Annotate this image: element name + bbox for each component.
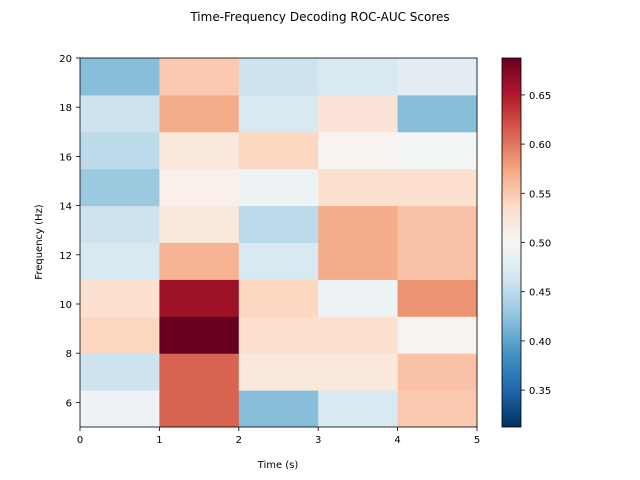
heatmap-cell <box>318 168 399 207</box>
heatmap-cell <box>159 131 240 170</box>
heatmap-cell <box>238 353 319 391</box>
heatmap-cell <box>238 279 319 317</box>
x-tick-label: 0 <box>77 435 83 446</box>
x-tick-label: 3 <box>315 435 321 446</box>
heatmap-cell <box>80 168 160 207</box>
x-axis: 0 1 2 3 4 5 <box>77 427 480 446</box>
heatmap-cell <box>397 58 478 96</box>
heatmap-cell <box>397 242 478 280</box>
x-tick-label: 1 <box>156 435 162 446</box>
heatmap-cell <box>318 94 399 133</box>
colorbar-tick-label: 0.55 <box>529 189 551 200</box>
heatmap-cell <box>159 94 240 133</box>
y-axis-label: Frequency (Hz) <box>34 204 45 280</box>
heatmap-cell <box>80 316 160 354</box>
colorbar-gradient <box>501 57 522 428</box>
heatmap-cell <box>80 242 160 280</box>
heatmap-cell <box>159 205 240 243</box>
heatmap-cell <box>80 94 160 133</box>
heatmap-cell <box>159 242 240 280</box>
x-axis-label: Time (s) <box>257 460 299 471</box>
x-tick-label: 5 <box>474 435 480 446</box>
y-axis: 6 8 10 12 14 16 18 20 <box>59 54 80 409</box>
y-tick-label: 14 <box>59 202 72 213</box>
y-tick-label: 20 <box>59 54 72 65</box>
colorbar-tick-label: 0.40 <box>529 337 551 348</box>
heatmap-cell <box>318 58 399 96</box>
heatmap-cell <box>80 390 160 428</box>
colorbar-tick-label: 0.45 <box>529 288 551 299</box>
heatmap-cell <box>80 279 160 317</box>
colorbar-tick-label: 0.65 <box>529 91 551 102</box>
heatmap-cell <box>238 390 319 428</box>
heatmap-cell <box>159 58 240 96</box>
plot-frame <box>79 57 478 428</box>
heatmap-cell <box>159 316 240 354</box>
heatmap-cell <box>397 131 478 170</box>
colorbar-tick-label: 0.60 <box>529 140 551 151</box>
heatmap-cell <box>159 279 240 317</box>
heatmap-cell <box>238 205 319 243</box>
y-tick-label: 18 <box>59 103 72 114</box>
y-tick-label: 8 <box>66 349 72 360</box>
heatmap-cell <box>238 242 319 280</box>
heatmap-cell <box>238 58 319 96</box>
y-tick-label: 16 <box>59 152 72 163</box>
heatmap-cell <box>80 58 160 96</box>
heatmap-cell <box>397 94 478 133</box>
heatmap-cell <box>238 168 319 207</box>
heatmap-cell <box>318 353 399 391</box>
heatmap-cell <box>159 390 240 428</box>
heatmap-cell <box>318 279 399 317</box>
chart-title: Time-Frequency Decoding ROC-AUC Scores <box>189 10 449 24</box>
heatmap-cell <box>238 316 319 354</box>
heatmap-cell <box>397 168 478 207</box>
heatmap-cell <box>397 390 478 428</box>
heatmap-cell <box>397 316 478 354</box>
x-tick-label: 4 <box>394 435 400 446</box>
heatmap-cell <box>159 353 240 391</box>
heatmap-cell <box>397 279 478 317</box>
heatmap-cell <box>80 205 160 243</box>
y-tick-label: 10 <box>59 300 72 311</box>
heatmap-cell <box>318 316 399 354</box>
heatmap-cells <box>80 58 478 428</box>
heatmap-cell <box>238 94 319 133</box>
heatmap-cell <box>159 168 240 207</box>
heatmap-cell <box>80 353 160 391</box>
heatmap-cell <box>318 131 399 170</box>
heatmap-cell <box>318 242 399 280</box>
x-tick-label: 2 <box>236 435 242 446</box>
heatmap-cell <box>238 131 319 170</box>
heatmap-cell <box>318 390 399 428</box>
y-tick-label: 6 <box>66 398 72 409</box>
colorbar-tick-label: 0.35 <box>529 386 551 397</box>
y-tick-label: 12 <box>59 251 72 262</box>
heatmap-cell <box>397 353 478 391</box>
heatmap-cell <box>318 205 399 243</box>
heatmap-cell <box>80 131 160 170</box>
heatmap-cell <box>397 205 478 243</box>
colorbar: 0.35 0.40 0.45 0.50 0.55 0.60 0.65 <box>501 57 551 428</box>
colorbar-tick-label: 0.50 <box>529 239 551 250</box>
